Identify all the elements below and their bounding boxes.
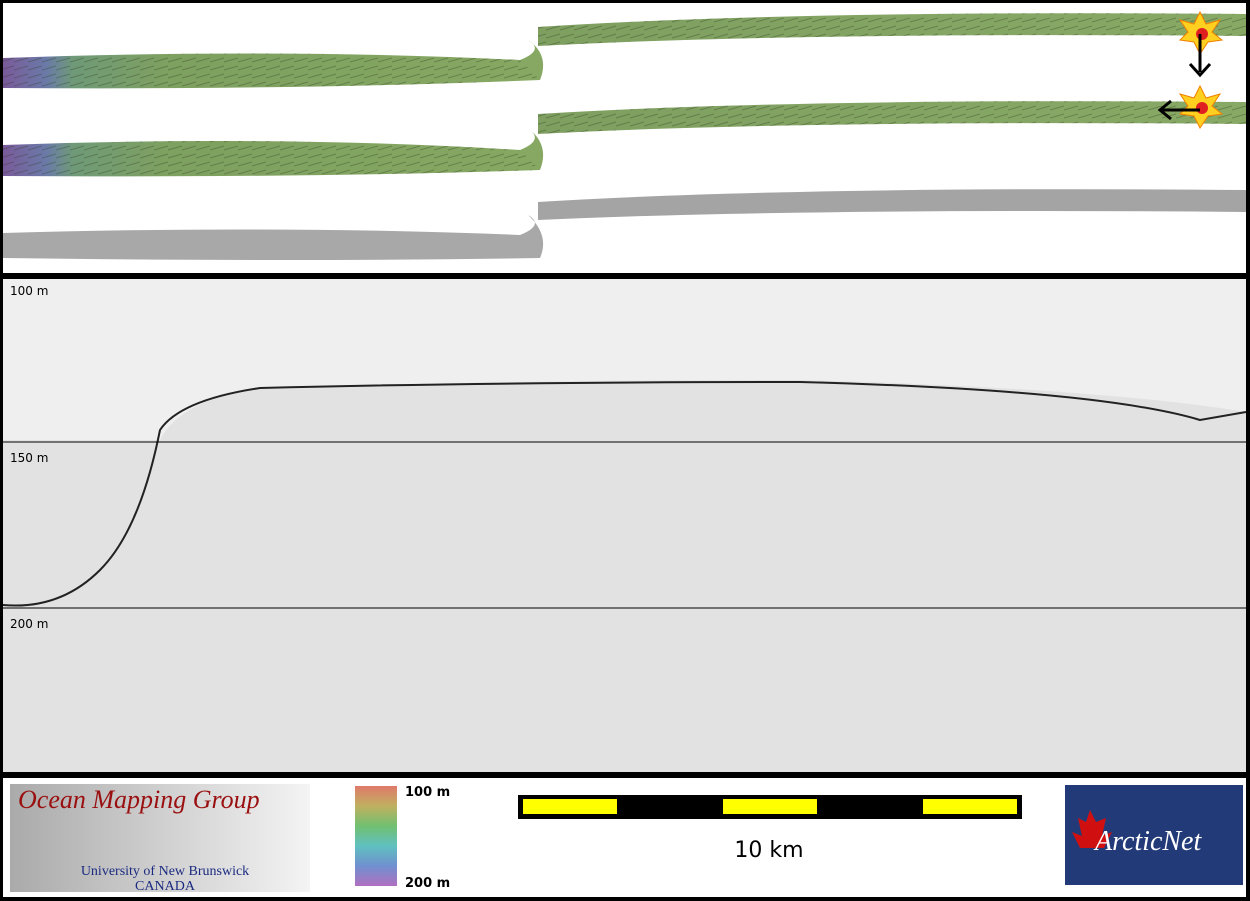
texture [538, 101, 1246, 134]
arrow-head [1188, 62, 1212, 78]
depth-label: 200 m [10, 617, 48, 631]
maple-leaf [1072, 810, 1112, 848]
sun-core [1196, 28, 1208, 40]
logo-text: University of New Brunswick [81, 864, 249, 879]
scale-segment [523, 799, 617, 814]
colorbar [355, 786, 397, 886]
swaths [3, 13, 1246, 260]
arrow-head [1157, 99, 1172, 121]
texture [3, 53, 540, 89]
depth-label: 100 m [10, 284, 48, 298]
sub-bottom [3, 380, 1246, 772]
colorbar-label: 200 m [405, 876, 450, 891]
texture [3, 141, 540, 177]
depth-label: 150 m [10, 451, 48, 465]
seafloor-line [2, 380, 1247, 607]
logo-title: Ocean Mapping Group [18, 785, 260, 814]
logo-title: ArcticNet [1093, 826, 1202, 857]
sun-icons [1157, 10, 1224, 129]
logo-text: CANADA [135, 879, 196, 894]
omg-logo [10, 784, 310, 892]
colorbar-label: 100 m [405, 785, 450, 800]
swath-strip [538, 189, 1246, 220]
scale-segment [923, 799, 1017, 814]
scale-label: 10 km [734, 838, 803, 863]
texture [538, 13, 1246, 47]
scale-segment [723, 799, 817, 814]
swath-panel [3, 3, 1246, 273]
sun-core [1196, 102, 1208, 114]
swath-strip [3, 215, 544, 260]
